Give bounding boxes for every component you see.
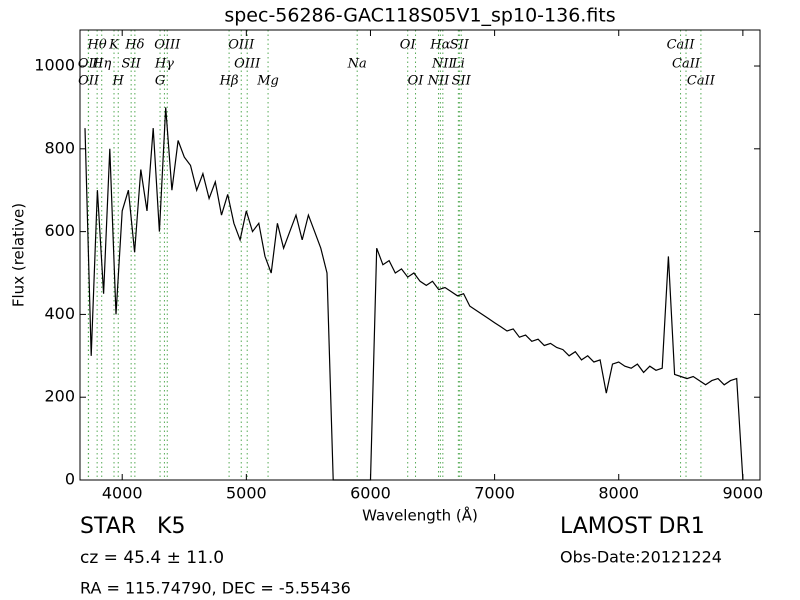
spectral-line-label: OIII bbox=[154, 38, 181, 53]
x-tick-label: 8000 bbox=[598, 484, 639, 503]
coord-text: RA = 115.74790, DEC = -5.55436 bbox=[80, 579, 351, 598]
spectral-line-label: Li bbox=[451, 57, 465, 72]
y-tick-label: 200 bbox=[44, 387, 75, 406]
spectral-line-label: Hβ bbox=[219, 74, 239, 89]
spectral-line-label: CaII bbox=[687, 74, 716, 89]
x-tick-label: 9000 bbox=[723, 484, 764, 503]
date-text: Obs-Date:20121224 bbox=[560, 548, 722, 567]
spectral-line-label: SII bbox=[122, 57, 142, 72]
spectral-line-label: OI bbox=[408, 74, 425, 89]
class-text: STAR K5 bbox=[80, 514, 185, 539]
cz-text: cz = 45.4 ± 11.0 bbox=[80, 548, 224, 568]
spectral-line-label: NII bbox=[431, 57, 455, 72]
y-tick-label: 0 bbox=[65, 470, 75, 489]
x-tick-label: 6000 bbox=[350, 484, 391, 503]
spectral-line-label: SII bbox=[450, 38, 470, 53]
x-axis-label: Wavelength (Å) bbox=[362, 506, 478, 525]
spectral-line-label: G bbox=[155, 74, 165, 89]
y-tick-label: 800 bbox=[44, 138, 75, 157]
spectral-line-label: K bbox=[108, 38, 120, 53]
spectral-line-label: Hδ bbox=[124, 38, 144, 53]
y-tick-label: 1000 bbox=[34, 56, 75, 75]
spectral-line-label: NII bbox=[427, 74, 451, 89]
plot-frame bbox=[79, 29, 761, 481]
spectral-line-label: Hθ bbox=[87, 38, 107, 53]
spectral-line-label: Hα bbox=[429, 38, 450, 53]
spectral-line-label: CaII bbox=[667, 38, 696, 53]
y-tick-label: 600 bbox=[44, 221, 75, 240]
spectral-line-label: CaII bbox=[672, 57, 701, 72]
spectral-line-label: Na bbox=[347, 57, 367, 72]
spectral-line-label: Hγ bbox=[154, 57, 174, 72]
spectral-line-label: Mg bbox=[256, 74, 279, 89]
chart-title: spec-56286-GAC118S05V1_sp10-136.fits bbox=[224, 5, 615, 27]
spectral-line-label: OII bbox=[78, 57, 100, 72]
x-tick-label: 7000 bbox=[474, 484, 515, 503]
spectral-line-label: SII bbox=[452, 74, 472, 89]
x-tick-label: 5000 bbox=[226, 484, 267, 503]
survey-text: LAMOST DR1 bbox=[560, 514, 705, 539]
spectral-line-label: OII bbox=[78, 74, 100, 89]
spectrum-line bbox=[84, 107, 744, 481]
spectral-line-label: Hη bbox=[91, 57, 111, 72]
x-tick-label: 4000 bbox=[102, 484, 143, 503]
y-axis-label: Flux (relative) bbox=[10, 203, 28, 307]
spectral-line-label: OIII bbox=[234, 57, 261, 72]
y-tick-label: 400 bbox=[44, 304, 75, 323]
spectral-line-label: OIII bbox=[228, 38, 255, 53]
spectral-line-label: H bbox=[112, 74, 125, 89]
spectral-line-label: OI bbox=[400, 38, 417, 53]
